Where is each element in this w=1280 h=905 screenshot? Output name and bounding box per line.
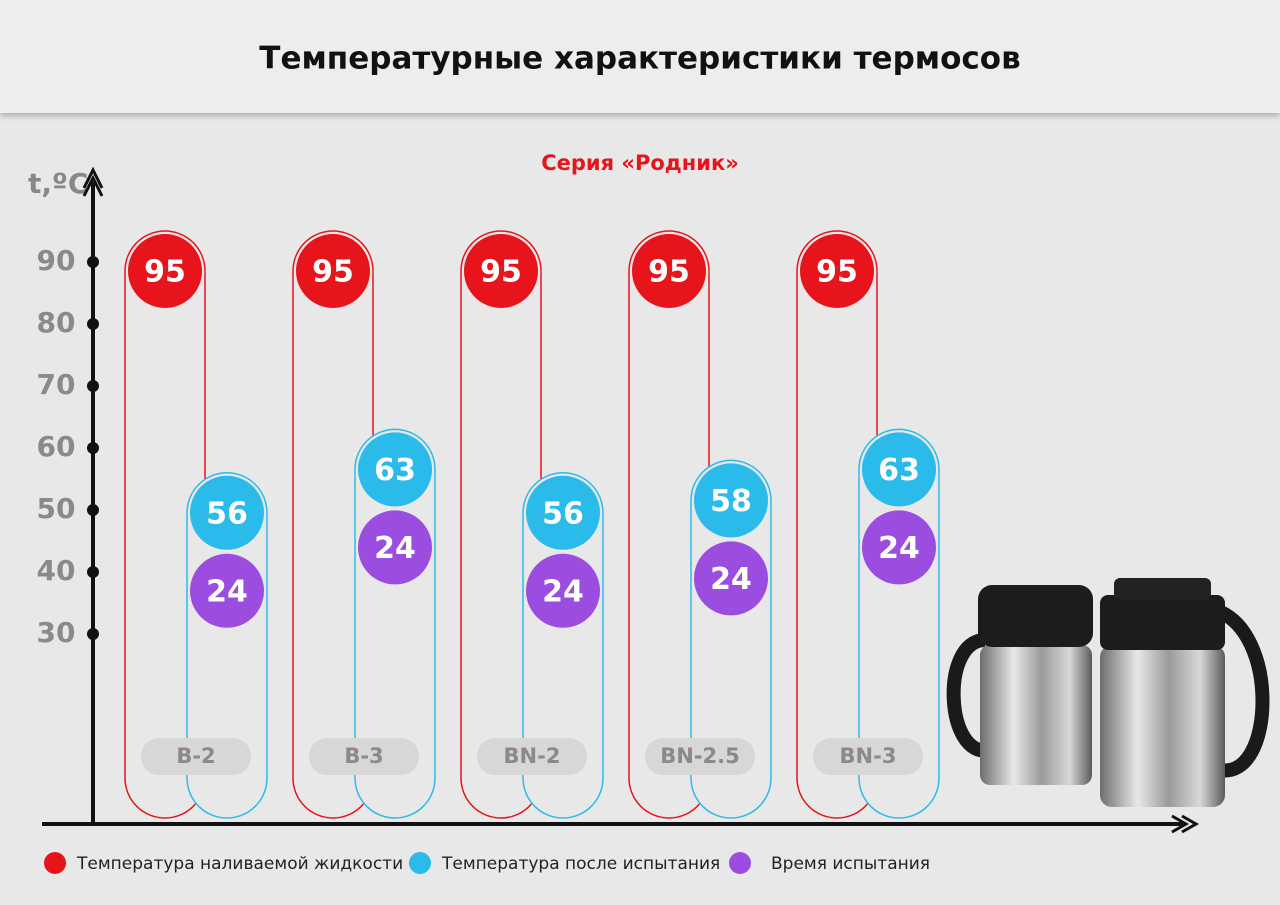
thermos-image	[946, 578, 1270, 807]
y-arrow	[82, 166, 104, 197]
y-tick-label: 30	[37, 616, 76, 649]
x-tick-label: B-3	[344, 744, 383, 768]
initial-temp-dot	[296, 234, 370, 308]
y-tick-mark	[87, 504, 99, 516]
value-label: 56	[206, 496, 248, 531]
y-tick-label: 60	[37, 430, 76, 463]
y-tick-mark	[87, 256, 99, 268]
test-time-dot	[190, 553, 264, 628]
x-tick-label: BN-2.5	[660, 744, 740, 768]
y-tick-label: 90	[37, 244, 76, 277]
test-time-dot	[862, 510, 936, 585]
value-label: 63	[878, 453, 920, 488]
legend-label: Температура наливаемой жидкости	[76, 854, 403, 874]
legend-marker	[729, 852, 751, 874]
y-tick-mark	[87, 442, 99, 454]
final-temp-dot	[190, 475, 264, 550]
value-label: 24	[206, 574, 248, 609]
legend-label: Время испытания	[771, 854, 930, 874]
y-tick-mark	[87, 318, 99, 330]
value-label: 63	[374, 453, 416, 488]
category-pill	[309, 738, 419, 775]
value-label: 95	[480, 255, 522, 290]
x-tick-label: BN-2	[504, 744, 561, 768]
legend-marker	[409, 852, 431, 874]
initial-temp-dot	[464, 234, 538, 308]
legend-marker	[44, 852, 66, 874]
value-label: 24	[710, 562, 752, 597]
y-tick-label: 50	[37, 492, 76, 525]
y-axis-label: t,ºC	[28, 167, 88, 200]
category-pill	[645, 738, 755, 775]
test-time-dot	[526, 553, 600, 628]
x-tick-label: B-2	[176, 744, 215, 768]
value-label: 95	[144, 255, 186, 290]
value-label: 24	[542, 574, 584, 609]
final-temp-dot	[862, 432, 936, 507]
value-label: 95	[312, 255, 354, 290]
y-tick-label: 70	[37, 368, 76, 401]
initial-temp-dot	[800, 234, 874, 308]
category-pill	[477, 738, 587, 775]
final-temp-capsule	[186, 472, 268, 819]
legend-label: Температура после испытания	[441, 854, 720, 874]
category-pill	[141, 738, 251, 775]
value-label: 95	[816, 255, 858, 290]
y-tick-label: 40	[37, 554, 76, 587]
y-tick-mark	[87, 380, 99, 392]
final-temp-dot	[358, 432, 432, 507]
initial-temp-dot	[632, 234, 706, 308]
chart-title: Температурные характеристики термосов	[259, 41, 1020, 77]
y-tick-mark	[87, 628, 99, 640]
x-tick-label: BN-3	[840, 744, 897, 768]
final-temp-dot	[694, 463, 768, 538]
category-pill	[813, 738, 923, 775]
chart-subtitle: Серия «Родник»	[541, 151, 739, 175]
value-label: 58	[710, 484, 752, 519]
final-temp-capsule	[522, 472, 604, 819]
value-label: 56	[542, 496, 584, 531]
value-label: 24	[878, 531, 920, 566]
value-label: 95	[648, 255, 690, 290]
final-temp-dot	[526, 475, 600, 550]
test-time-dot	[694, 541, 768, 616]
y-tick-mark	[87, 566, 99, 578]
value-label: 24	[374, 531, 416, 566]
y-tick-label: 80	[37, 306, 76, 339]
initial-temp-dot	[128, 234, 202, 308]
header	[0, 0, 1280, 113]
x-arrow	[1171, 814, 1200, 834]
test-time-dot	[358, 510, 432, 585]
